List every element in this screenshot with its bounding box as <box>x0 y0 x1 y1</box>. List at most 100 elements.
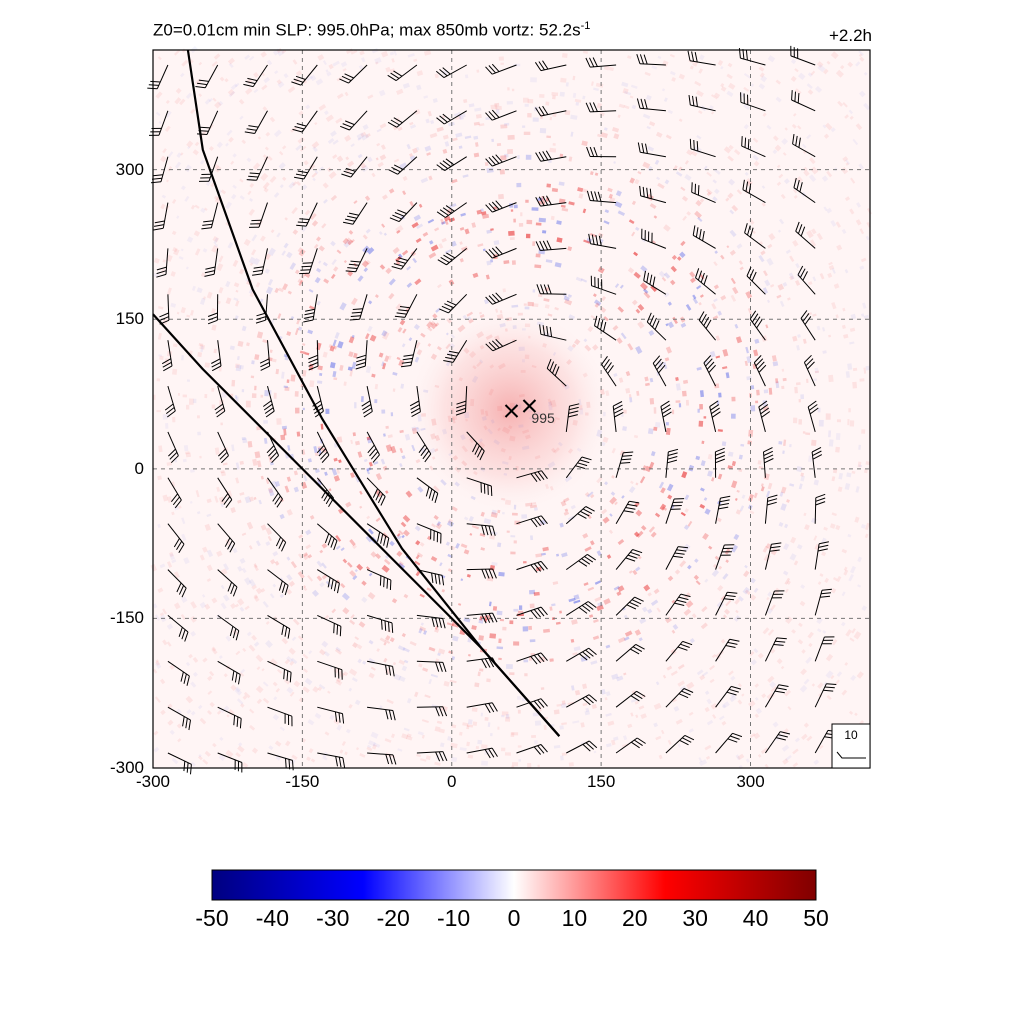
vorticity-cell <box>551 187 559 193</box>
vorticity-cell <box>688 464 695 472</box>
vorticity-cell <box>814 370 820 374</box>
vorticity-cell <box>216 710 222 715</box>
vorticity-cell <box>768 232 776 241</box>
vorticity-cell <box>305 104 311 110</box>
vorticity-cell <box>272 550 279 557</box>
vorticity-cell <box>682 215 687 221</box>
vorticity-cell <box>573 338 581 346</box>
vorticity-cell <box>503 472 508 476</box>
vorticity-cell <box>633 251 639 257</box>
vorticity-cell <box>508 455 512 461</box>
vorticity-cell <box>496 646 504 650</box>
vorticity-cell <box>859 378 865 382</box>
wind-barb <box>198 156 219 182</box>
vorticity-cell <box>342 607 350 615</box>
vorticity-cell <box>649 377 654 383</box>
vorticity-cell <box>260 235 266 242</box>
vorticity-cell <box>401 733 409 740</box>
vorticity-cell <box>154 696 161 703</box>
vorticity-cell <box>602 436 609 443</box>
vorticity-cell <box>701 440 705 445</box>
vorticity-cell <box>863 468 868 474</box>
wind-barb <box>387 64 418 82</box>
vorticity-cell <box>162 639 168 646</box>
vorticity-cell <box>863 367 867 374</box>
vorticity-cell <box>568 597 576 603</box>
wind-barb <box>267 660 292 683</box>
vorticity-cell <box>638 637 643 642</box>
vorticity-cell <box>849 637 855 642</box>
vorticity-cell <box>241 567 247 574</box>
vorticity-cell <box>383 558 391 565</box>
vorticity-cell <box>432 313 438 319</box>
vorticity-cell <box>479 668 484 672</box>
vorticity-cell <box>858 50 864 56</box>
vorticity-cell <box>265 640 273 648</box>
vorticity-cell <box>704 690 710 695</box>
colorbar-tick-label: 30 <box>682 905 708 931</box>
vorticity-cell <box>488 601 492 607</box>
vorticity-cell <box>204 603 211 610</box>
vorticity-cell <box>635 482 639 486</box>
vorticity-cell <box>422 667 429 673</box>
vorticity-cell <box>330 273 336 280</box>
colorbar-tick-label: -30 <box>316 905 350 931</box>
vorticity-cell <box>311 589 320 597</box>
vorticity-cell <box>818 693 823 698</box>
vorticity-cell <box>390 445 397 454</box>
vorticity-cell <box>518 424 524 428</box>
vorticity-cell <box>795 382 801 386</box>
vorticity-cell <box>621 495 625 499</box>
vorticity-cell <box>534 264 542 269</box>
vorticity-cell <box>241 532 247 537</box>
vorticity-cell <box>267 278 274 286</box>
vorticity-cell <box>361 164 369 173</box>
vorticity-cell <box>273 392 277 399</box>
vorticity-cell <box>206 498 212 504</box>
vorticity-cell <box>187 146 191 150</box>
vorticity-cell <box>358 621 366 628</box>
vorticity-cell <box>286 588 293 595</box>
vorticity-cell <box>319 549 324 554</box>
vorticity-cell <box>220 584 225 590</box>
vorticity-cell <box>203 207 208 211</box>
vorticity-cell <box>630 84 638 89</box>
vorticity-cell <box>199 717 207 725</box>
vorticity-cell <box>601 508 608 515</box>
vorticity-cell <box>264 390 269 397</box>
vorticity-cell <box>599 388 605 396</box>
vorticity-cell <box>480 511 485 517</box>
wind-barb <box>294 156 318 180</box>
vorticity-cell <box>498 56 504 61</box>
wind-barb <box>691 182 716 204</box>
wind-barb <box>485 292 517 305</box>
wind-barb <box>792 134 816 158</box>
vorticity-cell <box>520 370 526 373</box>
vorticity-cell <box>403 659 409 664</box>
vorticity-cell <box>312 146 318 153</box>
vorticity-cell <box>237 598 245 606</box>
vorticity-cell <box>647 428 654 435</box>
vorticity-cell <box>402 249 409 256</box>
vorticity-cell <box>778 218 785 225</box>
vorticity-cell <box>582 683 588 690</box>
vorticity-cell <box>753 349 759 357</box>
vorticity-cell <box>611 475 615 479</box>
vorticity-cell <box>720 254 725 260</box>
vorticity-cell <box>534 740 538 745</box>
vorticity-cell <box>167 287 172 295</box>
vorticity-cell <box>317 54 325 61</box>
vorticity-cell <box>567 448 574 454</box>
vorticity-cell <box>190 309 194 316</box>
vorticity-cell <box>207 675 213 682</box>
vorticity-cell <box>391 58 395 63</box>
vorticity-cell <box>286 686 294 694</box>
vorticity-cell <box>303 474 308 482</box>
vorticity-cell <box>490 419 495 424</box>
vorticity-cell <box>368 572 373 577</box>
vorticity-cell <box>334 648 343 655</box>
vorticity-cell <box>473 152 480 158</box>
vorticity-cell <box>155 91 163 99</box>
wind-barb <box>594 315 617 341</box>
vorticity-cell <box>727 155 734 162</box>
